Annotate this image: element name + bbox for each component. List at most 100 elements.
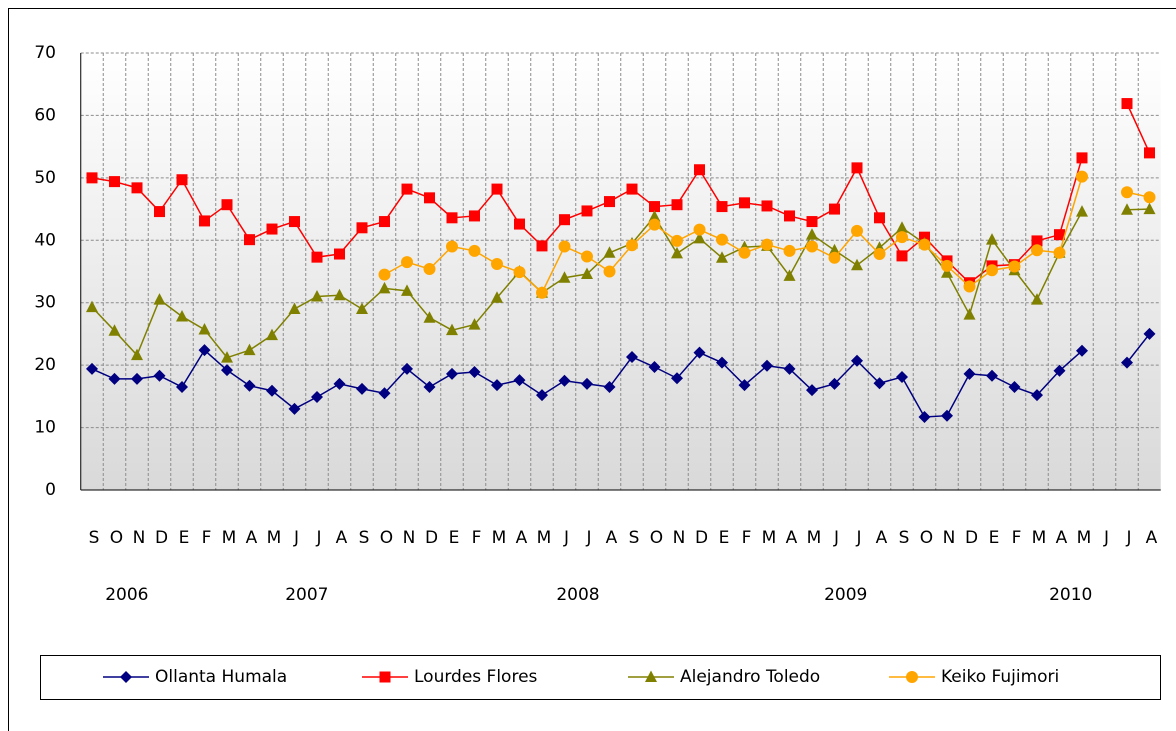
marker [906, 671, 918, 683]
marker [896, 250, 908, 262]
marker [221, 351, 233, 363]
year-label: 2007 [285, 585, 328, 605]
marker [266, 223, 278, 235]
marker [716, 356, 728, 369]
x-tick-label: A [336, 528, 348, 548]
marker [829, 203, 840, 215]
marker [86, 172, 98, 184]
marker [963, 367, 976, 380]
x-tick-label: A [1146, 528, 1158, 548]
year-label: 2009 [824, 585, 867, 605]
marker [423, 311, 436, 323]
x-tick-label: N [943, 528, 956, 548]
marker [131, 182, 143, 194]
marker [671, 234, 683, 247]
marker [86, 362, 98, 375]
x-tick-label: A [606, 528, 618, 548]
x-tick-label: M [222, 528, 237, 548]
marker [198, 323, 211, 335]
marker [896, 371, 908, 384]
marker [559, 214, 570, 226]
marker [311, 390, 323, 403]
x-tick-label: O [650, 528, 663, 548]
marker [918, 410, 931, 423]
x-tick-label: A [516, 528, 528, 548]
marker [671, 199, 683, 211]
marker [333, 288, 346, 301]
x-tick-label: M [1032, 528, 1047, 548]
marker [581, 205, 593, 217]
marker [446, 367, 458, 380]
marker [176, 174, 188, 186]
marker [896, 221, 908, 233]
year-label: 2010 [1049, 585, 1092, 605]
marker [514, 218, 525, 230]
y-tick-label: 0 [45, 480, 56, 500]
marker [154, 206, 165, 218]
marker [289, 216, 300, 228]
marker [603, 246, 616, 258]
marker [423, 380, 436, 393]
marker [604, 196, 615, 208]
year-label: 2008 [556, 585, 599, 605]
x-tick-label: D [155, 528, 168, 548]
x-tick-label: D [425, 528, 438, 548]
marker [851, 224, 863, 237]
marker [131, 348, 143, 361]
marker [288, 402, 301, 415]
marker [401, 284, 413, 296]
marker [379, 216, 390, 228]
marker [783, 269, 796, 281]
year-label: 2006 [105, 585, 148, 605]
marker [828, 251, 841, 264]
x-tick-label: A [246, 528, 258, 548]
marker [828, 243, 841, 256]
marker [783, 244, 796, 257]
legend-label: Alejandro Toledo [680, 667, 820, 687]
marker [648, 210, 661, 222]
marker [244, 234, 255, 246]
x-tick-label: E [179, 528, 190, 548]
marker [1031, 235, 1043, 247]
marker [626, 183, 638, 195]
marker [378, 268, 391, 281]
marker [1053, 364, 1066, 377]
marker [108, 324, 121, 336]
marker [1008, 260, 1021, 273]
marker [558, 240, 571, 253]
marker [491, 258, 503, 271]
marker [1143, 191, 1156, 204]
marker [266, 328, 278, 341]
marker [491, 291, 503, 303]
x-tick-label: M [762, 528, 777, 548]
marker [469, 210, 480, 222]
marker [513, 266, 526, 279]
legend-box [40, 655, 1161, 700]
legend-label: Ollanta Humala [155, 667, 287, 687]
marker [120, 671, 132, 683]
marker [873, 377, 886, 390]
x-tick-label: D [695, 528, 708, 548]
marker [693, 231, 706, 244]
marker [108, 372, 121, 385]
marker [671, 372, 683, 385]
marker [581, 267, 593, 279]
marker [986, 369, 998, 382]
marker [491, 379, 503, 392]
marker [1121, 356, 1133, 369]
x-tick-label: J [1125, 528, 1131, 548]
x-tick-label: M [492, 528, 507, 548]
marker [1143, 327, 1156, 340]
marker [581, 250, 593, 263]
x-tick-label: N [673, 528, 686, 548]
marker [603, 265, 616, 278]
marker [874, 212, 885, 224]
marker [738, 246, 751, 259]
y-tick-label: 20 [34, 355, 56, 375]
marker [1144, 147, 1155, 159]
marker [671, 246, 683, 259]
legend-label: Keiko Fujimori [941, 667, 1059, 687]
x-tick-label: M [807, 528, 822, 548]
marker [468, 318, 481, 330]
